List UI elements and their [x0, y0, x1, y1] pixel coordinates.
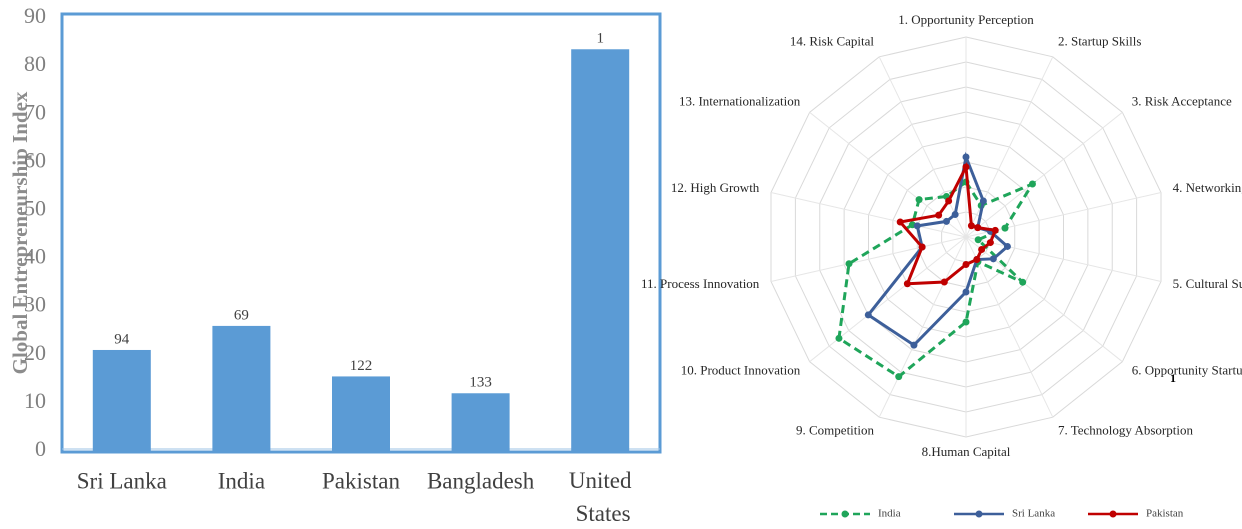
x-tick-label: Bangladesh — [427, 468, 535, 493]
series-point — [962, 261, 970, 268]
y-tick-label: 70 — [24, 99, 46, 124]
series-point — [962, 288, 970, 296]
series-point — [967, 222, 975, 230]
bar — [451, 393, 510, 451]
axis-label: 8.Human Capital — [922, 444, 1011, 459]
series-point — [903, 280, 911, 288]
axis-label: 12. High Growth — [671, 180, 760, 195]
series-point — [915, 196, 923, 204]
series-point — [1028, 180, 1036, 188]
series-point — [1019, 278, 1027, 286]
axis-label: 2. Startup Skills — [1058, 33, 1141, 48]
series-point — [973, 256, 981, 264]
series-point — [951, 210, 959, 218]
bar — [571, 49, 630, 452]
series-point — [864, 311, 872, 319]
y-tick-label: 60 — [24, 147, 46, 172]
series-point — [962, 163, 970, 171]
x-tick-label: Sri Lanka — [77, 468, 167, 493]
series-point — [1001, 224, 1009, 232]
y-tick-label: 40 — [24, 244, 46, 269]
series-point — [845, 260, 853, 268]
series-point — [991, 226, 999, 234]
spoke — [878, 236, 967, 418]
series-point — [974, 236, 982, 244]
series-point — [962, 153, 970, 161]
axis-label: 1. Opportunity Perception — [898, 12, 1034, 27]
y-tick-label: 50 — [24, 195, 46, 220]
spoke — [965, 236, 1162, 282]
bar — [212, 325, 271, 451]
bar-annotation: 1 — [596, 31, 604, 47]
x-tick-label-line: United — [569, 468, 632, 493]
legend-label: Pakistan — [1146, 508, 1184, 520]
legend-marker — [1109, 510, 1117, 518]
y-tick-label: 80 — [24, 51, 46, 76]
series-point — [945, 197, 953, 205]
y-tick-label: 30 — [24, 292, 46, 317]
bar — [332, 376, 390, 451]
bar-annotation: 122 — [350, 358, 373, 374]
bar — [92, 349, 151, 451]
axis-label: 10. Product Innovation — [681, 363, 801, 378]
axis-label: 3. Risk Acceptance — [1132, 93, 1232, 108]
spoke — [878, 56, 967, 238]
x-tick-label: Pakistan — [322, 468, 400, 493]
series-point — [986, 239, 994, 247]
bar-annotation: 133 — [469, 375, 492, 391]
legend-label: India — [878, 508, 901, 520]
axis-label: 9. Competition — [796, 423, 875, 438]
annotation: 1 — [1170, 371, 1176, 385]
spoke — [770, 236, 967, 282]
axis-label: 11. Process Innovation — [641, 276, 760, 291]
y-tick-label: 0 — [35, 436, 46, 461]
axis-label: 7. Technology Absorption — [1058, 423, 1193, 438]
x-tick-label: United States — [569, 468, 632, 526]
plot-frame — [60, 12, 662, 454]
series-point — [940, 278, 948, 286]
series-point — [910, 341, 918, 349]
series-point — [895, 373, 903, 381]
bar-annotation: 94 — [114, 331, 130, 347]
series-point — [979, 197, 987, 205]
spoke — [770, 192, 967, 238]
y-tick-label: 90 — [24, 3, 46, 28]
legend-label: Sri Lanka — [1012, 508, 1055, 520]
series-point — [835, 334, 843, 342]
bar-annotation: 69 — [234, 307, 249, 323]
axis-label: 5. Cultural Support — [1173, 276, 1242, 291]
y-tick-label: 20 — [24, 340, 46, 365]
series-point — [962, 318, 970, 326]
series-point — [978, 245, 986, 253]
series-point — [935, 211, 943, 219]
legend-marker — [841, 510, 849, 518]
series-point — [989, 255, 997, 263]
series-point — [918, 243, 926, 251]
spoke — [965, 236, 1054, 418]
series-point — [913, 222, 921, 230]
axis-label: 6. Opportunity Startup — [1132, 363, 1242, 378]
x-tick-label-line: States — [570, 501, 631, 526]
legend-marker — [975, 510, 983, 518]
x-tick-label: India — [218, 468, 265, 493]
axis-label: 4. Networking — [1173, 180, 1242, 195]
spoke — [809, 236, 967, 363]
series-point — [896, 218, 904, 226]
axis-label: 14. Risk Capital — [790, 33, 875, 48]
series-point — [1003, 242, 1011, 250]
spoke — [965, 111, 1123, 238]
axis-label: 13. Internationalization — [679, 93, 801, 108]
y-axis-label: Global Entrepreneurship Index — [8, 91, 32, 374]
y-tick-label: 10 — [24, 388, 46, 413]
series-point — [942, 217, 950, 225]
series-point — [974, 224, 982, 232]
